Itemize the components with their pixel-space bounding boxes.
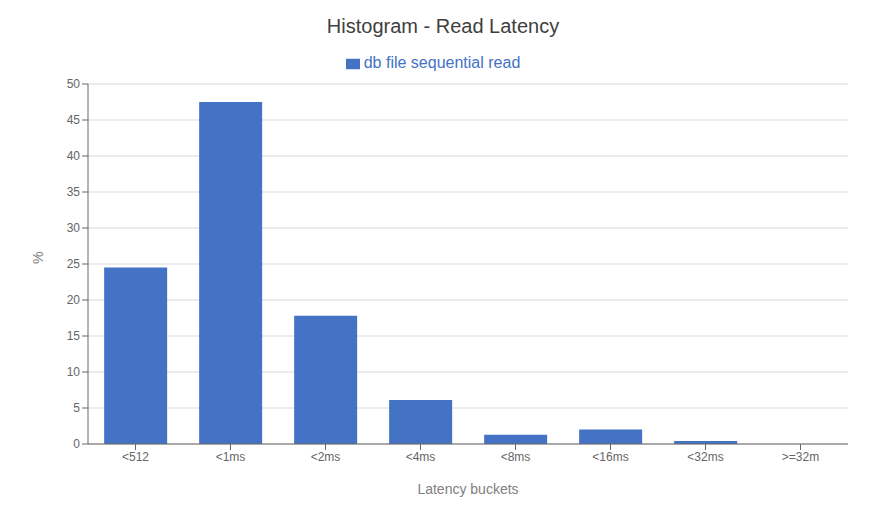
- svg-text:40: 40: [67, 149, 81, 163]
- svg-text:%: %: [30, 252, 46, 264]
- svg-text:<16ms: <16ms: [592, 450, 628, 464]
- svg-text:0: 0: [73, 437, 80, 451]
- html-text:db file sequential read: db file sequential read: [363, 54, 521, 71]
- html-text:Histogram - Read Latency: Histogram - Read Latency: [326, 15, 560, 37]
- svg-text:35: 35: [67, 185, 81, 199]
- svg-text:10: 10: [67, 365, 81, 379]
- svg-text:15: 15: [67, 329, 81, 343]
- svg-text:45: 45: [67, 113, 81, 127]
- svg-text:20: 20: [67, 293, 81, 307]
- svg-text:30: 30: [67, 221, 81, 235]
- svg-text:>=32m: >=32m: [782, 450, 819, 464]
- svg-text:<1ms: <1ms: [216, 450, 246, 464]
- svg-text:5: 5: [73, 401, 80, 415]
- svg-text:<32ms: <32ms: [687, 450, 723, 464]
- svg-text:25: 25: [67, 257, 81, 271]
- svg-text:<4ms: <4ms: [406, 450, 436, 464]
- svg-text:<512: <512: [122, 450, 149, 464]
- svg-text:50: 50: [67, 77, 81, 91]
- svg-text:<2ms: <2ms: [311, 450, 341, 464]
- svg-text:<8ms: <8ms: [501, 450, 531, 464]
- svg-text:Latency buckets: Latency buckets: [417, 481, 518, 497]
